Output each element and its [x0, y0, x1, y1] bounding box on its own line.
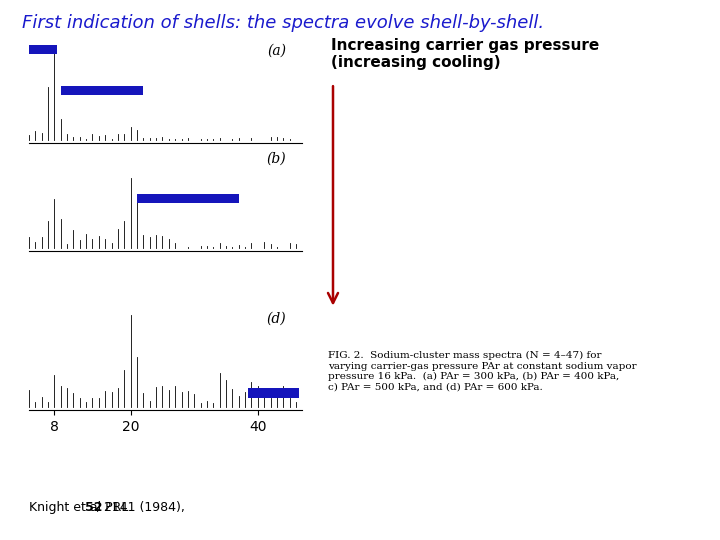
- Text: First indication of shells: the spectra evolve shell-by-shell.: First indication of shells: the spectra …: [22, 14, 544, 31]
- Text: Knight et al PRL: Knight et al PRL: [29, 501, 128, 514]
- Text: 52: 52: [85, 501, 102, 514]
- Text: (d): (d): [266, 312, 286, 326]
- Bar: [137, 193, 239, 204]
- Text: (b): (b): [266, 152, 286, 166]
- Text: (a): (a): [267, 44, 286, 58]
- Text: FIG. 2.  Sodium-cluster mass spectra (N = 4–47) for
varying carrier-gas pressure: FIG. 2. Sodium-cluster mass spectra (N =…: [328, 351, 636, 392]
- Bar: [60, 85, 143, 96]
- Text: , 2141 (1984),: , 2141 (1984),: [96, 501, 185, 514]
- Bar: [29, 45, 58, 55]
- Bar: [248, 388, 300, 398]
- Text: Increasing carrier gas pressure
(increasing cooling): Increasing carrier gas pressure (increas…: [331, 38, 600, 70]
